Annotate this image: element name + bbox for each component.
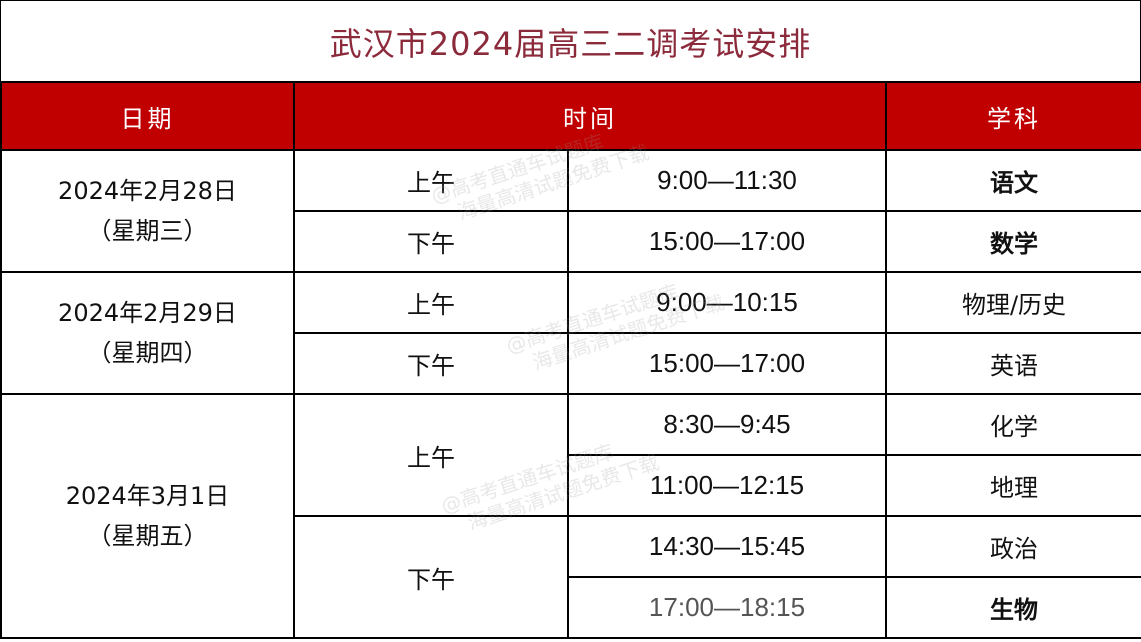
date-cell: 2024年2月29日 （星期四） [0, 271, 295, 395]
table-row: 11:00—12:15 地理 [1, 454, 1141, 517]
period-cell: 下午 [293, 210, 569, 273]
weekday-text: （星期五） [87, 522, 208, 550]
period-cell: 下午 [293, 515, 569, 639]
table-header: 日期 时间 学科 [0, 81, 1141, 151]
date-cell: 2024年2月28日 （星期三） [0, 149, 295, 273]
date-cell: 2024年3月1日 （星期五） [0, 393, 295, 639]
header-subject: 学科 [885, 81, 1141, 151]
header-date: 日期 [0, 81, 295, 151]
weekday-text: （星期四） [87, 339, 208, 367]
time-cell: 9:00—11:30 [567, 149, 887, 212]
period-cell: 上午 [293, 393, 569, 517]
table-row: 17:00—18:15 生物 [1, 576, 1141, 639]
page-title: 武汉市2024届高三二调考试安排 [0, 0, 1141, 82]
period-cell: 上午 [293, 149, 569, 212]
header-time: 时间 [293, 81, 887, 151]
date-text: 2024年3月1日 [65, 482, 230, 510]
weekday-text: （星期三） [87, 217, 208, 245]
subject-cell: 物理/历史 [885, 271, 1141, 334]
subject-cell: 数学 [885, 210, 1141, 273]
table-row: 下午 14:30—15:45 政治 [1, 515, 1141, 639]
table-row: 2024年2月28日 （星期三） 上午 9:00—11:30 语文 [0, 149, 1141, 273]
subject-cell: 语文 [885, 149, 1141, 212]
table-row: 下午 15:00—17:00 英语 [1, 332, 1141, 395]
table-row: 2024年2月29日 （星期四） 上午 9:00—10:15 物理/历史 [0, 271, 1141, 395]
time-cell: 15:00—17:00 [567, 210, 887, 273]
date-text: 2024年2月29日 [58, 299, 237, 327]
exam-schedule-table: 日期 时间 学科 2024年2月28日 （星期三） 上午 9:00—11:30 语… [0, 81, 1141, 639]
time-cell: 11:00—12:15 [567, 454, 887, 517]
period-cell: 上午 [293, 271, 569, 334]
table-row: 下午 15:00—17:00 数学 [1, 210, 1141, 273]
table-row: 2024年3月1日 （星期五） 上午 8:30—9:45 化学 [0, 393, 1141, 639]
time-cell: 15:00—17:00 [567, 332, 887, 395]
date-text: 2024年2月28日 [58, 177, 237, 205]
time-cell: 9:00—10:15 [567, 271, 887, 334]
subject-cell: 化学 [885, 393, 1141, 456]
time-cell: 17:00—18:15 [567, 576, 887, 639]
subject-cell: 政治 [885, 515, 1141, 578]
period-cell: 下午 [293, 332, 569, 395]
subject-cell: 生物 [885, 576, 1141, 639]
subject-cell: 英语 [885, 332, 1141, 395]
time-cell: 8:30—9:45 [567, 393, 887, 456]
subject-cell: 地理 [885, 454, 1141, 517]
time-cell: 14:30—15:45 [567, 515, 887, 578]
